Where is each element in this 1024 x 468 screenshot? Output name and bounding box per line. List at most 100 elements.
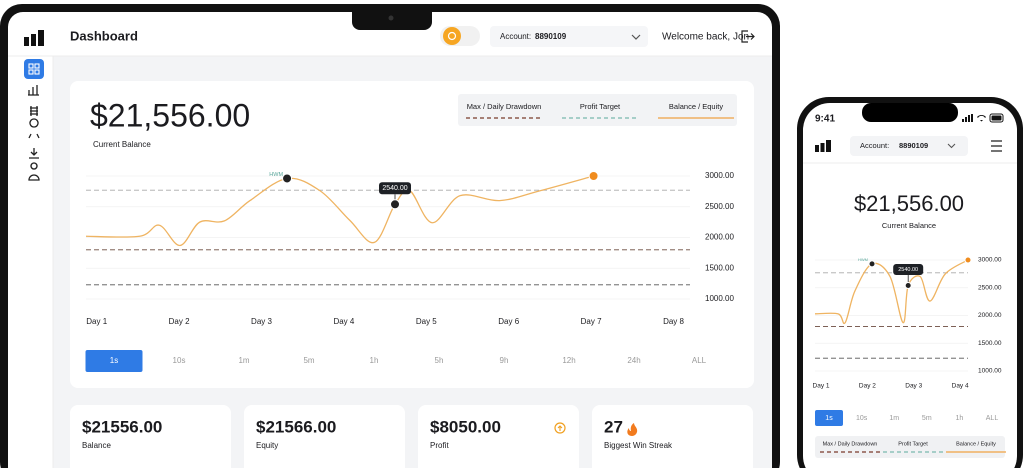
balance-chart: 1000.00 1500.00 2000.00 2500.00 3000.00 Day 1… xyxy=(85,171,734,326)
page-title: Dashboard xyxy=(70,28,138,43)
tooltip-box xyxy=(379,182,412,195)
balance-label: Current Balance xyxy=(93,140,151,149)
x-tick-label: Day 2 xyxy=(169,317,190,326)
point-marker xyxy=(964,256,972,264)
stat-value: 27 xyxy=(604,417,623,436)
y-tick-label: 2500.00 xyxy=(705,202,734,211)
x-tick-label: Day 8 xyxy=(663,317,684,326)
stats: $21556.00 Balance $21566.00 Equity $8050.00 P… xyxy=(70,405,753,468)
timeframe-option[interactable]: 1m xyxy=(889,415,899,422)
account-select[interactable] xyxy=(490,26,648,47)
chart-card xyxy=(70,81,754,388)
y-tick-label: 3000.00 xyxy=(705,171,734,180)
timeframe-option[interactable]: 1s xyxy=(110,356,118,365)
balance-line xyxy=(85,175,594,247)
timeframe-option[interactable]: 1m xyxy=(238,356,249,365)
stat-value: $21566.00 xyxy=(256,417,336,436)
timeframe-option[interactable]: 10s xyxy=(173,356,186,365)
sidebar xyxy=(24,59,44,181)
timeframe-option[interactable]: 5m xyxy=(922,415,932,422)
phone-account-number: 8890109 xyxy=(899,141,928,150)
sun-core xyxy=(447,31,457,41)
stat-value: $21556.00 xyxy=(82,417,162,436)
x-tick-label: Day 4 xyxy=(333,317,354,326)
tooltip-label: 2540.00 xyxy=(382,185,407,192)
camera xyxy=(388,15,394,21)
stat-value: $8050.00 xyxy=(430,417,501,436)
x-tick-label: Day 5 xyxy=(416,317,437,326)
y-tick-label: 1000.00 xyxy=(705,294,734,303)
legend: Max / Daily Drawdown Profit Target Balance… xyxy=(466,102,734,119)
timeframe-option[interactable]: 5h xyxy=(435,356,444,365)
phone-balance-value: $21,556.00 xyxy=(854,191,964,216)
y-tick-label: 1000.00 xyxy=(978,368,1002,375)
y-tick-label: 2000.00 xyxy=(705,233,734,242)
nav-profile[interactable] xyxy=(28,162,40,181)
legend-label: Profit Target xyxy=(898,441,928,447)
menu-icon[interactable] xyxy=(991,140,1002,152)
stat-label: Profit xyxy=(430,441,449,450)
nav-downloads[interactable] xyxy=(29,148,39,159)
timeframe-option[interactable]: 10s xyxy=(856,415,868,422)
x-tick-label: Day 2 xyxy=(859,383,876,390)
balance-value: $21,556.00 xyxy=(90,97,250,133)
timeframe-option[interactable]: 12h xyxy=(562,356,575,365)
timeframe-option[interactable]: ALL xyxy=(692,356,707,365)
phone-timeframes: 1s 10s 1m 5m 1h ALL xyxy=(815,410,998,426)
phone-chevron xyxy=(947,143,956,149)
tooltip-box xyxy=(893,264,924,276)
point-tag: HWM xyxy=(269,172,283,178)
stat-card xyxy=(70,405,231,468)
legend-label: Max / Daily Drawdown xyxy=(467,102,542,111)
timeframe-active[interactable] xyxy=(815,410,843,426)
y-tick-label: 2000.00 xyxy=(978,312,1002,319)
stat-card xyxy=(244,405,405,468)
timeframe-option[interactable]: 1h xyxy=(956,415,964,422)
x-tick-label: Day 4 xyxy=(952,383,969,390)
phone: 9:41 Account: 8890109 $21,556.00 Current… xyxy=(797,97,1023,468)
point-marker xyxy=(904,282,912,290)
profit-arrow xyxy=(557,425,563,431)
welcome: Welcome back, Jon xyxy=(662,32,749,43)
timeframe-option[interactable]: 24h xyxy=(627,356,640,365)
nav-certificates[interactable] xyxy=(28,118,40,139)
x-tick-label: Day 1 xyxy=(86,317,107,326)
profit-icon xyxy=(554,422,566,434)
logout-icon[interactable] xyxy=(741,30,755,43)
phone-balance-chart: 1000.00 1500.00 2000.00 2500.00 3000.00 Day 1… xyxy=(813,256,1002,390)
x-tick-label: Day 1 xyxy=(813,383,830,390)
stat-label: Balance xyxy=(82,441,111,450)
timeframe-option[interactable]: 9h xyxy=(500,356,509,365)
nav-dashboard[interactable] xyxy=(24,59,44,79)
stat-label: Equity xyxy=(256,441,278,450)
y-tick-label: 3000.00 xyxy=(978,257,1002,264)
account-number: 8890109 xyxy=(535,32,567,41)
stat-card xyxy=(418,405,579,468)
y-tick-label: 2500.00 xyxy=(978,284,1002,291)
phone-logo xyxy=(815,140,831,152)
point-tag: HWM xyxy=(858,257,868,262)
stat-card xyxy=(592,405,753,468)
timeframe-option[interactable]: 5m xyxy=(303,356,314,365)
phone-account-select[interactable] xyxy=(850,136,968,156)
timeframe-active[interactable] xyxy=(85,350,143,372)
nav-stats[interactable] xyxy=(28,85,39,96)
clock: 9:41 xyxy=(815,114,835,125)
legend-label: Balance / Equity xyxy=(956,441,996,447)
legend-label: Max / Daily Drawdown xyxy=(823,441,878,447)
timeframe-option[interactable]: 1s xyxy=(825,415,833,422)
stat-label: Biggest Win Streak xyxy=(604,441,673,450)
timeframe-option[interactable]: 1h xyxy=(370,356,379,365)
point-marker xyxy=(390,199,401,210)
x-tick-label: Day 7 xyxy=(581,317,602,326)
legend-label: Balance / Equity xyxy=(669,102,723,111)
legend-label: Profit Target xyxy=(580,102,621,111)
nav-payouts[interactable] xyxy=(30,106,38,116)
balance-line xyxy=(814,259,969,325)
status-icons xyxy=(962,113,1004,123)
timeframes: 1s 10s 1m 5m 1h 5h 9h 12h 24h ALL xyxy=(85,350,707,372)
timeframe-option[interactable]: ALL xyxy=(986,415,999,422)
phone-notch xyxy=(862,103,958,122)
point-marker xyxy=(868,260,876,268)
